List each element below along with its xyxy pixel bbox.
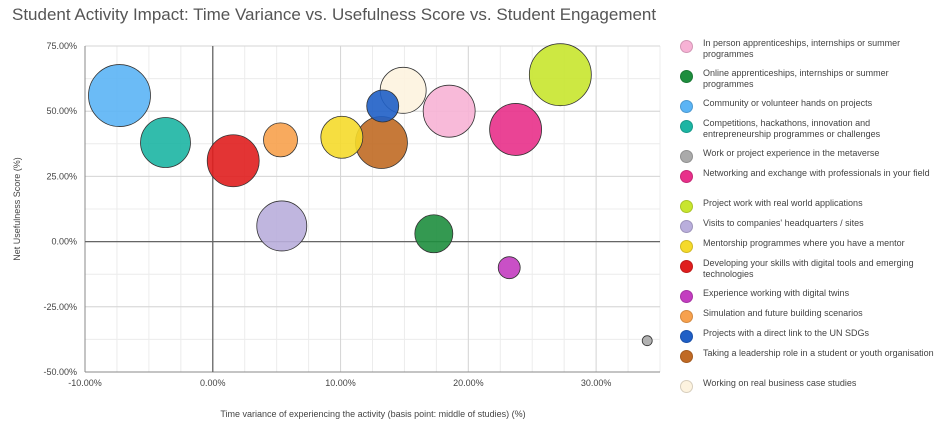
legend-label: Work or project experience in the metave… [703, 148, 880, 158]
bubble-9[interactable] [206, 134, 260, 188]
legend-swatch [680, 260, 693, 273]
y-tick-label: 50.00% [46, 106, 77, 116]
legend-item[interactable]: Experience working with digital twins [680, 288, 938, 308]
legend-item[interactable]: Developing your skills with digital tool… [680, 258, 938, 288]
legend-swatch [680, 330, 693, 343]
legend-item[interactable]: Taking a leadership role in a student or… [680, 348, 938, 378]
y-tick-label: 25.00% [46, 171, 77, 181]
y-tick-label: 75.00% [46, 41, 77, 51]
y-tick-label: -25.00% [43, 302, 77, 312]
legend-item[interactable]: Working on real business case studies [680, 378, 938, 398]
legend-swatch [680, 350, 693, 363]
legend-item[interactable]: Simulation and future building scenarios [680, 308, 938, 328]
bubble-5[interactable] [489, 103, 543, 156]
bubble-13[interactable] [355, 116, 408, 169]
bubble-7[interactable] [256, 200, 308, 252]
bubble-layer [88, 43, 653, 347]
bubble-0[interactable] [422, 84, 476, 138]
legend-label: Developing your skills with digital tool… [703, 258, 914, 279]
legend-item[interactable]: Projects with a direct link to the UN SD… [680, 328, 938, 348]
x-tick-label: 0.00% [200, 378, 226, 388]
x-tick-label: 30.00% [581, 378, 612, 388]
x-tick-label: -10.00% [68, 378, 102, 388]
y-tick-label: -50.00% [43, 367, 77, 377]
legend-label: Networking and exchange with professiona… [703, 168, 930, 178]
bubble-10[interactable] [497, 256, 521, 280]
legend-swatch [680, 120, 693, 133]
legend-label: Online apprenticeships, internships or s… [703, 68, 889, 89]
legend-label: Simulation and future building scenarios [703, 308, 863, 318]
bubble-11[interactable] [263, 122, 298, 158]
chart-title: Student Activity Impact: Time Variance v… [12, 5, 657, 24]
legend-item[interactable]: Mentorship programmes where you have a m… [680, 238, 938, 258]
bubble-4[interactable] [641, 335, 653, 347]
legend-swatch [680, 170, 693, 183]
legend-label: Experience working with digital twins [703, 288, 850, 298]
legend-swatch [680, 310, 693, 323]
x-tick-label: 20.00% [453, 378, 484, 388]
legend-item[interactable]: Online apprenticeships, internships or s… [680, 68, 938, 98]
bubble-6[interactable] [528, 43, 592, 107]
legend-label: Project work with real world application… [703, 198, 863, 208]
bubble-1[interactable] [414, 214, 454, 254]
bubble-2[interactable] [88, 64, 151, 127]
legend-item[interactable]: Competitions, hackathons, innovation and… [680, 118, 938, 148]
legend-swatch [680, 290, 693, 303]
legend-label: Projects with a direct link to the UN SD… [703, 328, 870, 338]
bubble-3[interactable] [140, 117, 191, 168]
legend-item[interactable]: Work or project experience in the metave… [680, 148, 938, 168]
y-axis-label: Net Usefulness Score (%) [12, 157, 22, 261]
legend-swatch [680, 40, 693, 53]
plot-area: -10.00% 0.00% 10.00% 20.00% 30.00% 75.00% 50.0… [12, 41, 661, 419]
legend-label: Community or volunteer hands on projects [703, 98, 873, 108]
legend-item[interactable]: In person apprenticeships, internships o… [680, 38, 938, 68]
x-axis-label: Time variance of experiencing the activi… [220, 409, 525, 419]
legend-label: Mentorship programmes where you have a m… [703, 238, 905, 248]
legend-label: Working on real business case studies [703, 378, 857, 388]
bubble-12[interactable] [366, 89, 400, 123]
legend-swatch [680, 100, 693, 113]
legend-label: Taking a leadership role in a student or… [703, 348, 934, 358]
legend-item[interactable]: Visits to companies' headquarters / site… [680, 218, 938, 238]
bubble-8[interactable] [320, 115, 364, 159]
y-tick-label: 0.00% [51, 237, 77, 247]
legend-swatch [680, 70, 693, 83]
legend: In person apprenticeships, internships o… [680, 38, 938, 398]
legend-swatch [680, 200, 693, 213]
x-tick-label: 10.00% [325, 378, 356, 388]
legend-label: In person apprenticeships, internships o… [703, 38, 901, 59]
legend-label: Competitions, hackathons, innovation and… [703, 118, 881, 139]
legend-item[interactable]: Networking and exchange with professiona… [680, 168, 938, 198]
legend-swatch [680, 380, 693, 393]
legend-swatch [680, 240, 693, 253]
legend-swatch [680, 150, 693, 163]
axes-layer: -10.00% 0.00% 10.00% 20.00% 30.00% 75.00% 50.0… [43, 41, 660, 388]
legend-item[interactable]: Project work with real world application… [680, 198, 938, 218]
legend-item[interactable]: Community or volunteer hands on projects [680, 98, 938, 118]
legend-label: Visits to companies' headquarters / site… [703, 218, 864, 228]
legend-swatch [680, 220, 693, 233]
